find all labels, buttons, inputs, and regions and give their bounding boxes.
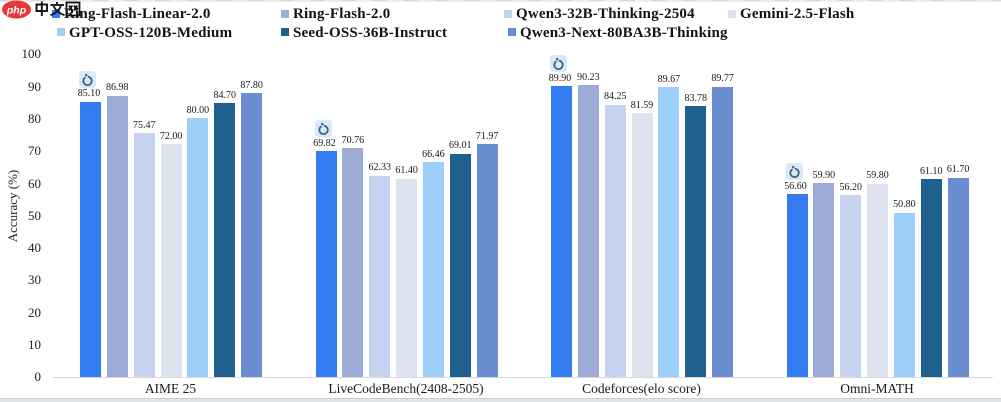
svg-text:php: php xyxy=(6,5,27,17)
